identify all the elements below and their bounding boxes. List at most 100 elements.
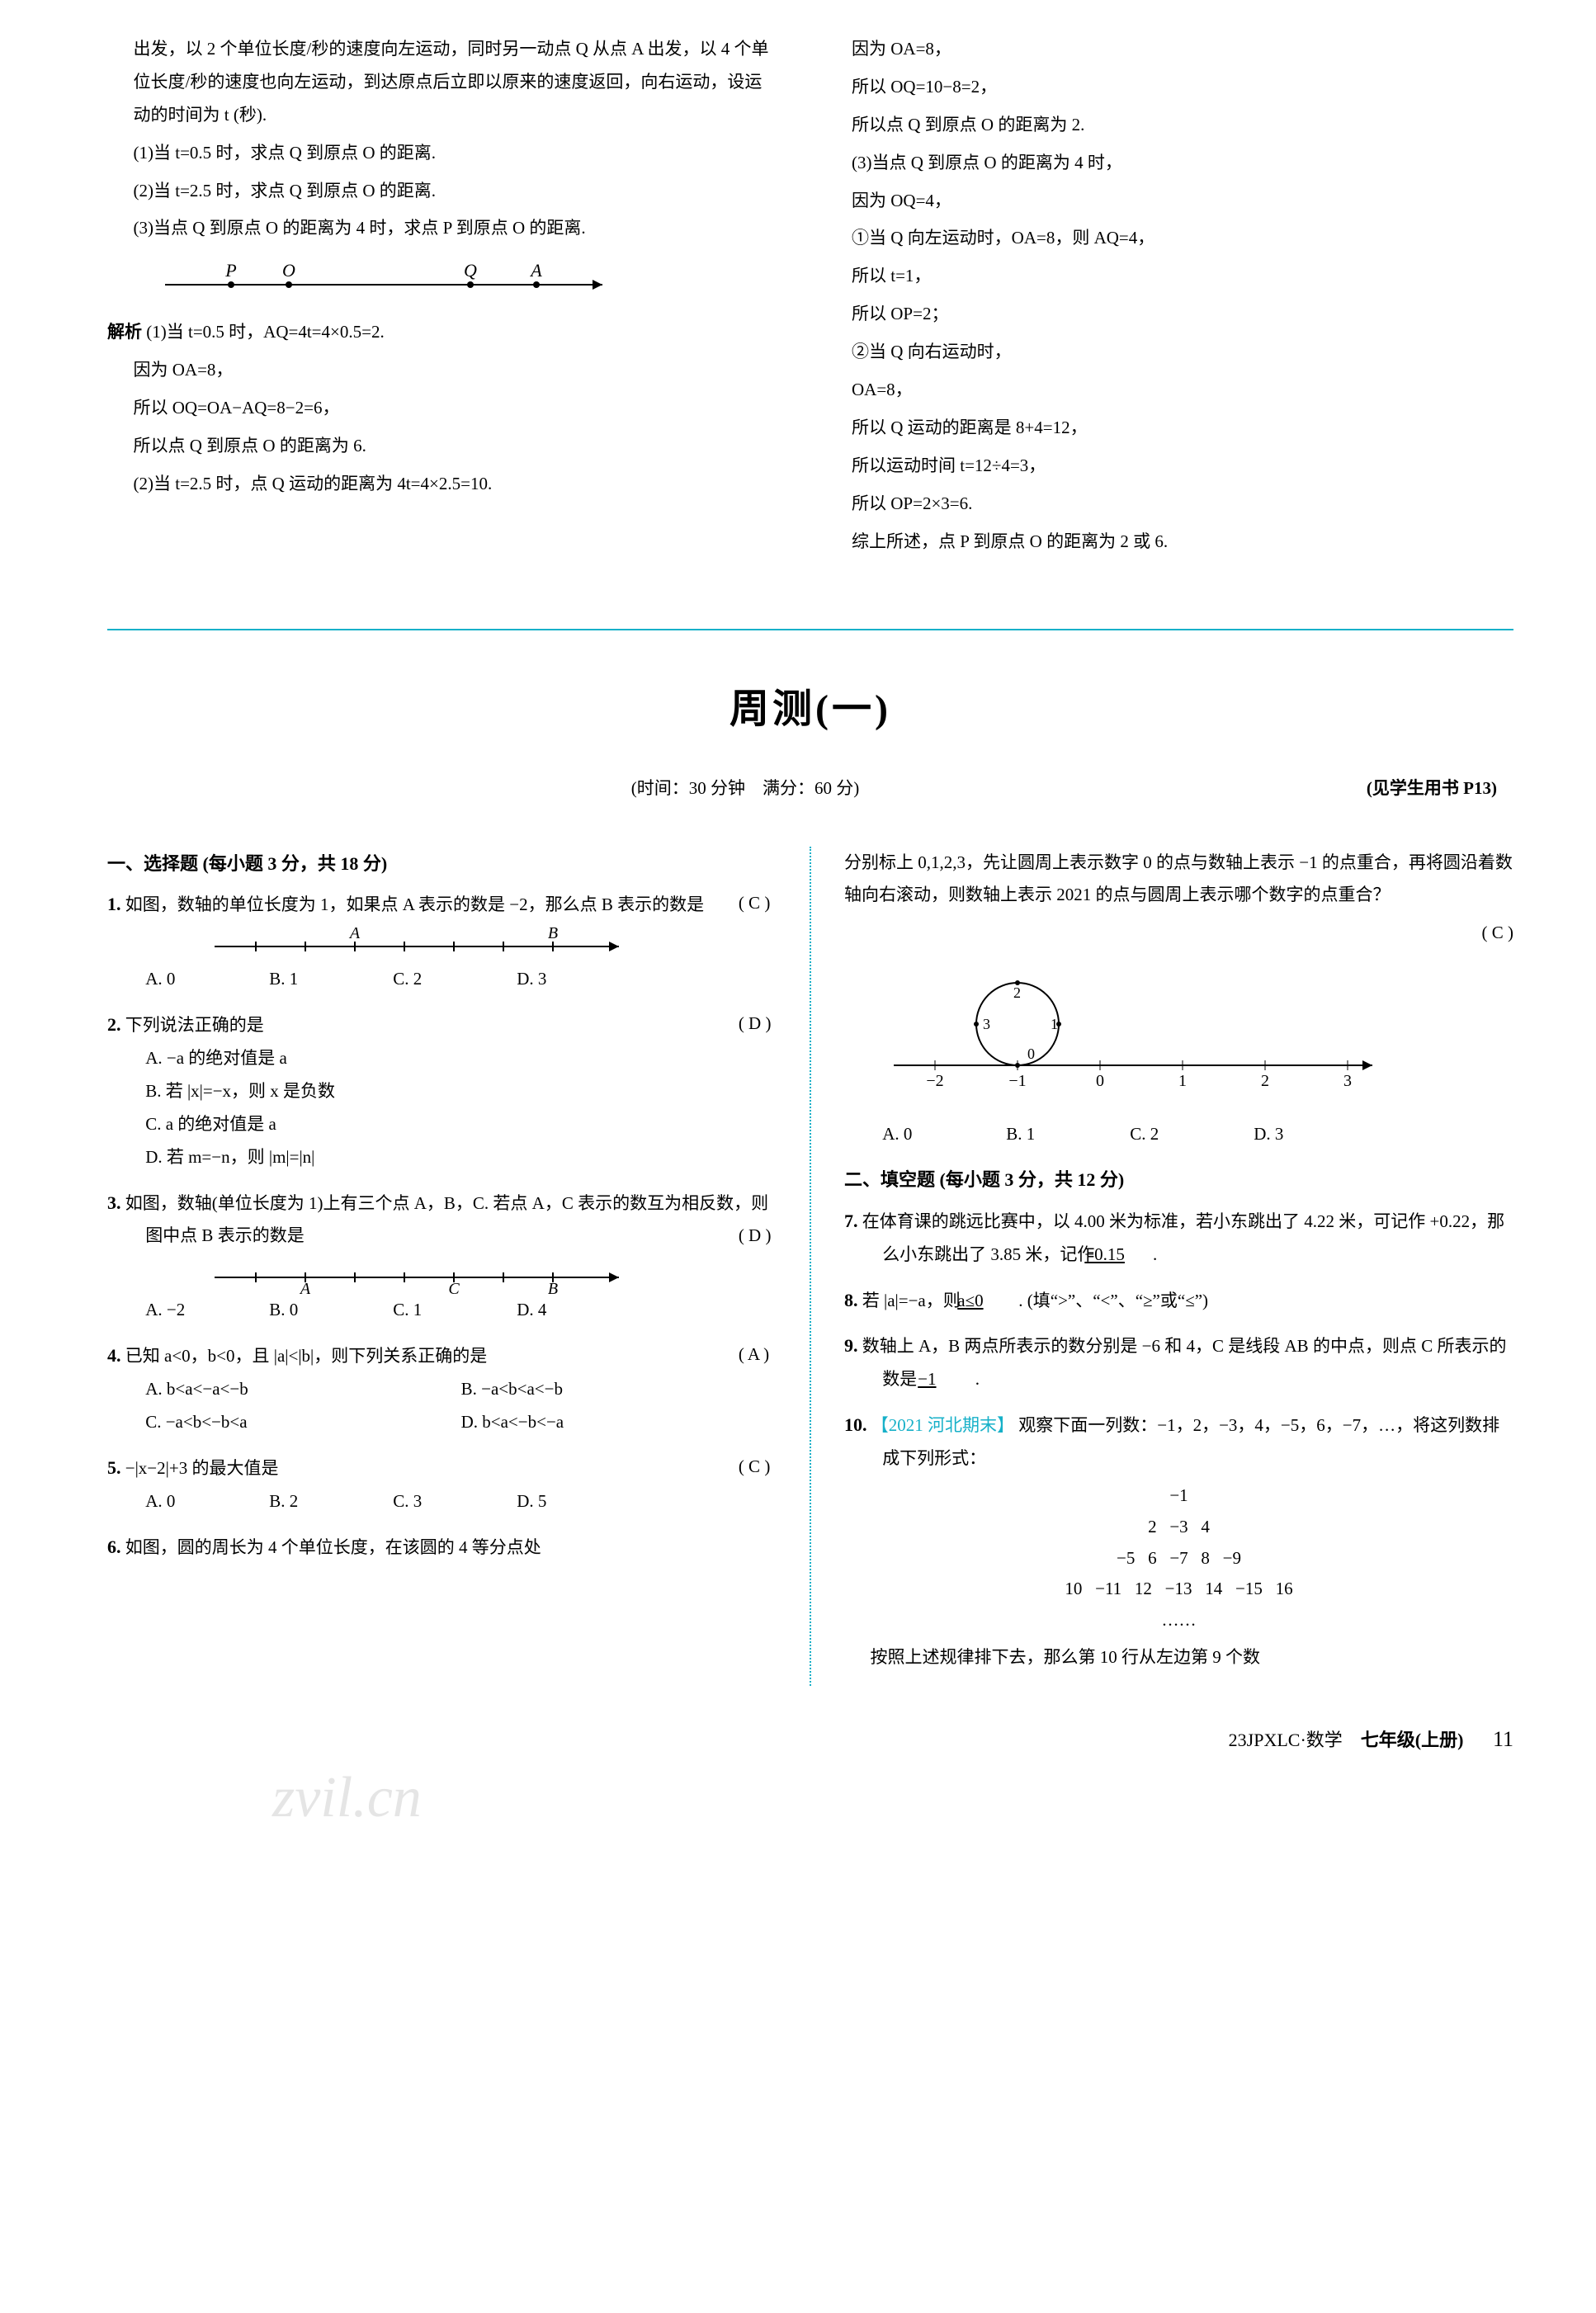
q2-opt-c: C. a 的绝对值是 a bbox=[145, 1108, 777, 1141]
q2-body: 下列说法正确的是 bbox=[125, 1015, 264, 1035]
question-4: 4. 已知 a<0，b<0，且 |a|<|b|，则下列关系正确的是 ( A ) … bbox=[107, 1338, 777, 1439]
q4-opt-a: A. b<a<−a<−b bbox=[145, 1373, 460, 1406]
q5-opt-c: C. 3 bbox=[393, 1485, 484, 1518]
solution-step-1: (1)当 t=0.5 时，AQ=4t=4×0.5=2. bbox=[146, 322, 384, 342]
q5-opt-d: D. 5 bbox=[517, 1485, 607, 1518]
q4-text: 4. 已知 a<0，b<0，且 |a|<|b|，则下列关系正确的是 ( A ) bbox=[107, 1338, 777, 1373]
q10-num: 10. bbox=[844, 1414, 867, 1435]
q4-body: 已知 a<0，b<0，且 |a|<|b|，则下列关系正确的是 bbox=[125, 1346, 488, 1366]
q9-answer: −1 bbox=[921, 1363, 970, 1396]
sol-r3: 所以点 Q 到原点 O 的距离为 2. bbox=[852, 109, 1513, 142]
left-column: 出发，以 2 个单位长度/秒的速度向左运动，同时另一动点 Q 从点 A 出发，以… bbox=[107, 33, 769, 563]
svg-text:A: A bbox=[348, 924, 361, 942]
question-9: 9. 数轴上 A，B 两点所表示的数分别是 −6 和 4，C 是线段 AB 的中… bbox=[844, 1329, 1513, 1396]
q6-opt-c: C. 2 bbox=[1130, 1118, 1221, 1151]
section-heading-1: 一、选择题 (每小题 3 分，共 18 分) bbox=[107, 847, 777, 881]
q8-tail: . (填“>”、“<”、“≥”或“≤”) bbox=[1018, 1291, 1208, 1310]
q6-options: A. 0 B. 1 C. 2 D. 3 bbox=[844, 1118, 1513, 1151]
q5-text: 5. −|x−2|+3 的最大值是 ( C ) bbox=[107, 1451, 777, 1485]
sol-r14: 综上所述，点 P 到原点 O 的距离为 2 或 6. bbox=[852, 526, 1513, 559]
q5-opt-a: A. 0 bbox=[145, 1485, 236, 1518]
test-ref: (见学生用书 P13) bbox=[1367, 772, 1497, 805]
q1-opt-d: D. 3 bbox=[517, 963, 607, 996]
q2-opt-b: B. 若 |x|=−x，则 x 是负数 bbox=[145, 1075, 777, 1108]
q1-options: A. 0 B. 1 C. 2 D. 3 bbox=[107, 963, 777, 996]
q5-num: 5. bbox=[107, 1457, 121, 1478]
q4-opt-d: D. b<a<−b<−a bbox=[461, 1406, 777, 1439]
q6-circle-diagram: −2 −1 0 1 2 3 0 1 2 3 bbox=[877, 958, 1389, 1098]
q3-num: 3. bbox=[107, 1192, 121, 1213]
sol-r9: ②当 Q 向右运动时， bbox=[852, 336, 1513, 369]
q7-tail: . bbox=[1153, 1244, 1157, 1264]
q3-text: 3. 如图，数轴(单位长度为 1)上有三个点 A，B，C. 若点 A，C 表示的… bbox=[107, 1186, 777, 1253]
nl-label-a: A bbox=[529, 260, 542, 281]
svg-text:3: 3 bbox=[983, 1016, 990, 1032]
svg-text:0: 0 bbox=[1096, 1072, 1104, 1090]
q1-text: 1. 如图，数轴的单位长度为 1，如果点 A 表示的数是 −2，那么点 B 表示… bbox=[107, 887, 777, 922]
question-3: 3. 如图，数轴(单位长度为 1)上有三个点 A，B，C. 若点 A，C 表示的… bbox=[107, 1186, 777, 1328]
q1-num: 1. bbox=[107, 894, 121, 914]
q4-options: A. b<a<−a<−b B. −a<b<a<−b C. −a<b<−b<a D… bbox=[107, 1373, 777, 1439]
sol-r5: 因为 OQ=4， bbox=[852, 185, 1513, 218]
sol-r7: 所以 t=1， bbox=[852, 260, 1513, 293]
solution-step-4: 所以点 Q 到原点 O 的距离为 6. bbox=[107, 430, 769, 463]
q3-opt-c: C. 1 bbox=[393, 1294, 484, 1327]
q6-body-b: 分别标上 0,1,2,3，先让圆周上表示数字 0 的点与数轴上表示 −1 的点重… bbox=[844, 847, 1513, 913]
q10-pyramid: −1 2 −3 4 −5 6 −7 8 −9 10 −11 12 −13 14 … bbox=[844, 1480, 1513, 1636]
problem-statement: 出发，以 2 个单位长度/秒的速度向左运动，同时另一动点 Q 从点 A 出发，以… bbox=[107, 33, 769, 132]
q9-num: 9. bbox=[844, 1335, 858, 1356]
q2-options: A. −a 的绝对值是 a B. 若 |x|=−x，则 x 是负数 C. a 的… bbox=[107, 1042, 777, 1174]
sol-r11: 所以 Q 运动的距离是 8+4=12， bbox=[852, 412, 1513, 445]
sol-r1: 因为 OA=8， bbox=[852, 33, 1513, 66]
sol-r10: OA=8， bbox=[852, 374, 1513, 407]
q9-tail: . bbox=[975, 1369, 980, 1389]
q4-opt-b: B. −a<b<a<−b bbox=[461, 1373, 777, 1406]
q6-text-a: 6. 如图，圆的周长为 4 个单位长度，在该圆的 4 等分点处 bbox=[107, 1530, 777, 1565]
test-meta: (时间：30 分钟 满分：60 分) (见学生用书 P13) bbox=[107, 772, 1513, 805]
section-heading-2: 二、填空题 (每小题 3 分，共 12 分) bbox=[844, 1163, 1513, 1197]
svg-text:1: 1 bbox=[1051, 1016, 1058, 1032]
pyramid-row-4: 10 −11 12 −13 14 −15 16 bbox=[844, 1574, 1513, 1605]
q3-opt-a: A. −2 bbox=[145, 1294, 236, 1327]
nl-label-p: P bbox=[224, 260, 236, 281]
q7-answer: −0.15 bbox=[1099, 1239, 1149, 1272]
question-6b: 分别标上 0,1,2,3，先让圆周上表示数字 0 的点与数轴上表示 −1 的点重… bbox=[844, 847, 1513, 1151]
q6-opt-b: B. 1 bbox=[1006, 1118, 1097, 1151]
sol-r13: 所以 OP=2×3=6. bbox=[852, 488, 1513, 521]
q1-body: 如图，数轴的单位长度为 1，如果点 A 表示的数是 −2，那么点 B 表示的数是 bbox=[125, 895, 704, 914]
svg-text:−2: −2 bbox=[926, 1072, 943, 1090]
nl-label-q: Q bbox=[464, 260, 477, 281]
q6-opt-a: A. 0 bbox=[882, 1118, 973, 1151]
questions-left: 一、选择题 (每小题 3 分，共 18 分) 1. 如图，数轴的单位长度为 1，… bbox=[107, 847, 777, 1686]
pyramid-row-5: …… bbox=[844, 1605, 1513, 1636]
number-line-poqa: P O Q A bbox=[157, 260, 619, 301]
question-10: 10. 【2021 河北期末】 观察下面一列数：−1，2，−3，4，−5，6，−… bbox=[844, 1408, 1513, 1674]
q3-body: 如图，数轴(单位长度为 1)上有三个点 A，B，C. 若点 A，C 表示的数互为… bbox=[125, 1193, 768, 1246]
section-divider bbox=[107, 629, 1513, 630]
question-6a: 6. 如图，圆的周长为 4 个单位长度，在该圆的 4 等分点处 bbox=[107, 1530, 777, 1565]
q6-opt-d: D. 3 bbox=[1254, 1118, 1344, 1151]
question-5: 5. −|x−2|+3 的最大值是 ( C ) A. 0 B. 2 C. 3 D… bbox=[107, 1451, 777, 1518]
q6-body-a: 如图，圆的周长为 4 个单位长度，在该圆的 4 等分点处 bbox=[125, 1537, 541, 1557]
q10-source: 【2021 河北期末】 bbox=[871, 1415, 1014, 1435]
solution-step-2: 因为 OA=8， bbox=[107, 354, 769, 387]
questions-section: 一、选择题 (每小题 3 分，共 18 分) 1. 如图，数轴的单位长度为 1，… bbox=[107, 847, 1513, 1686]
pyramid-row-1: −1 bbox=[844, 1480, 1513, 1512]
q1-opt-a: A. 0 bbox=[145, 963, 236, 996]
q10-text: 10. 【2021 河北期末】 观察下面一列数：−1，2，−3，4，−5，6，−… bbox=[844, 1408, 1513, 1475]
q10-body-b: 按照上述规律排下去，那么第 10 行从左边第 9 个数 bbox=[844, 1641, 1513, 1674]
q6-answer: ( C ) bbox=[844, 917, 1513, 950]
q1-number-line: A B bbox=[206, 922, 635, 963]
q2-num: 2. bbox=[107, 1014, 121, 1035]
subproblem-2: (2)当 t=2.5 时，求点 Q 到原点 O 的距离. bbox=[107, 175, 769, 208]
svg-text:0: 0 bbox=[1027, 1046, 1035, 1062]
solution-line: 解析 (1)当 t=0.5 时，AQ=4t=4×0.5=2. bbox=[107, 316, 769, 349]
question-7: 7. 在体育课的跳远比赛中，以 4.00 米为标准，若小东跳出了 4.22 米，… bbox=[844, 1204, 1513, 1272]
svg-text:B: B bbox=[548, 924, 558, 942]
question-1: 1. 如图，数轴的单位长度为 1，如果点 A 表示的数是 −2，那么点 B 表示… bbox=[107, 887, 777, 996]
test-title: 周测(一) bbox=[107, 672, 1513, 747]
sol-r4: (3)当点 Q 到原点 O 的距离为 4 时， bbox=[852, 147, 1513, 180]
sol-r8: 所以 OP=2； bbox=[852, 298, 1513, 331]
q5-opt-b: B. 2 bbox=[269, 1485, 360, 1518]
nl-label-o: O bbox=[282, 260, 295, 281]
